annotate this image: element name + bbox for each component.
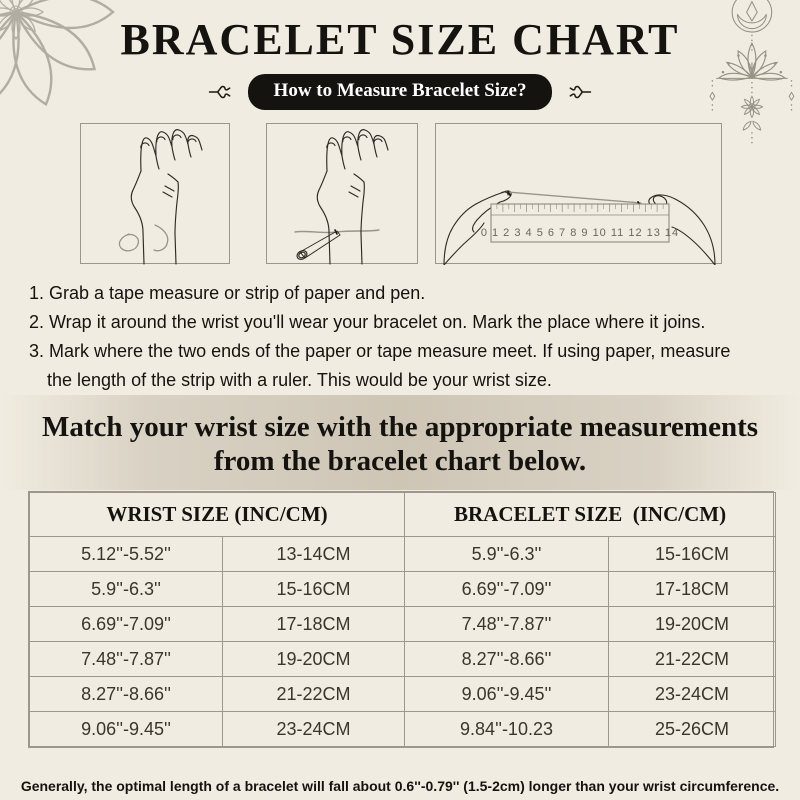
svg-text:0 1 2 3 4 5 6 7 8 9: 0 1 2 3 4 5 6 7 8 9 10 11 12 13 14 [481, 227, 679, 239]
